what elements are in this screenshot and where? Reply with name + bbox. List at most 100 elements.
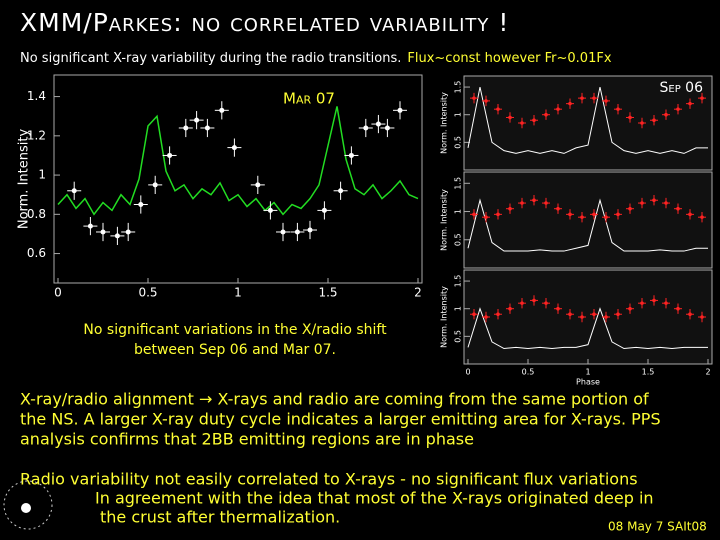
profile-line xyxy=(467,307,708,350)
point xyxy=(484,315,488,319)
point xyxy=(628,206,632,211)
point xyxy=(640,201,644,205)
point xyxy=(472,312,476,317)
point xyxy=(616,107,620,111)
data-point xyxy=(554,203,562,214)
point xyxy=(556,107,560,111)
point xyxy=(592,212,596,217)
data-point xyxy=(686,209,694,220)
data-point xyxy=(162,146,177,165)
point xyxy=(520,201,524,205)
point xyxy=(125,229,131,235)
data-point xyxy=(638,297,646,309)
data-point xyxy=(506,203,514,214)
point xyxy=(532,118,536,123)
data-point xyxy=(393,101,407,120)
data-point xyxy=(494,209,502,220)
point xyxy=(71,188,77,194)
point xyxy=(628,115,632,120)
x-tick-label: 2 xyxy=(705,368,710,377)
x-tick-label: 0.5 xyxy=(138,286,157,300)
y-axis-label: Norm. Intensity xyxy=(440,189,449,251)
data-point xyxy=(482,211,490,223)
data-point xyxy=(554,303,562,314)
point xyxy=(348,152,354,158)
point xyxy=(294,229,300,235)
data-point xyxy=(227,138,242,157)
point xyxy=(616,312,620,317)
y-tick-label: 0.8 xyxy=(27,207,46,221)
data-point xyxy=(530,195,538,206)
point xyxy=(219,107,225,113)
data-point xyxy=(380,118,395,138)
point xyxy=(640,301,644,305)
data-point xyxy=(578,211,586,223)
point xyxy=(652,198,656,203)
point xyxy=(363,125,369,131)
point xyxy=(183,125,189,131)
data-point xyxy=(602,211,610,223)
y-tick-label: 1.5 xyxy=(454,81,463,94)
data-point xyxy=(578,92,586,104)
x-tick-label: 2 xyxy=(414,286,422,300)
point xyxy=(496,107,500,111)
paragraph-line: analysis confirms that 2BB emitting regi… xyxy=(20,430,474,449)
data-point xyxy=(290,222,305,242)
x-tick-label: 0 xyxy=(54,286,62,300)
point xyxy=(484,215,488,219)
data-point xyxy=(626,303,634,314)
point xyxy=(280,229,286,235)
data-point xyxy=(110,226,125,246)
data-point xyxy=(358,118,373,138)
data-point xyxy=(178,118,193,138)
data-point xyxy=(686,98,694,109)
data-point xyxy=(674,303,682,314)
point xyxy=(556,206,560,211)
point xyxy=(307,227,313,233)
point xyxy=(255,182,261,188)
point xyxy=(580,215,584,219)
annotation: Mar 07 xyxy=(283,90,335,108)
data-point xyxy=(614,103,622,115)
data-point xyxy=(344,146,359,165)
y-tick-label: 1 xyxy=(454,306,463,311)
point xyxy=(520,121,524,125)
data-point xyxy=(470,309,478,320)
point xyxy=(532,198,536,203)
caption-line: between Sep 06 and Mar 07. xyxy=(134,342,336,358)
point xyxy=(520,301,524,305)
data-point xyxy=(614,309,622,320)
data-point xyxy=(506,112,514,123)
x-tick-label: 1.5 xyxy=(642,368,655,377)
data-point xyxy=(698,92,706,104)
data-point xyxy=(602,95,610,107)
data-point xyxy=(67,181,82,200)
point xyxy=(384,125,390,131)
point xyxy=(338,188,344,194)
profile-line xyxy=(57,106,419,216)
point xyxy=(484,99,488,103)
point xyxy=(556,306,560,311)
data-point xyxy=(566,309,574,320)
data-point xyxy=(590,209,598,220)
subtitle: No significant X-ray variability during … xyxy=(20,51,612,66)
point xyxy=(544,112,548,117)
subtitle-text: No significant X-ray variability during … xyxy=(20,51,401,66)
data-point xyxy=(650,115,658,126)
data-point xyxy=(542,197,550,209)
point xyxy=(231,145,237,151)
data-point xyxy=(470,209,478,220)
data-point xyxy=(200,118,215,138)
point xyxy=(532,298,536,303)
data-point xyxy=(530,295,538,306)
data-point xyxy=(614,209,622,220)
point xyxy=(592,96,596,100)
point xyxy=(472,212,476,217)
point xyxy=(568,312,572,317)
data-point xyxy=(638,197,646,209)
point xyxy=(544,301,548,305)
plot-frame xyxy=(463,75,713,171)
y-tick-label: 0.6 xyxy=(27,246,46,260)
data-point xyxy=(518,297,526,309)
point xyxy=(138,202,144,208)
